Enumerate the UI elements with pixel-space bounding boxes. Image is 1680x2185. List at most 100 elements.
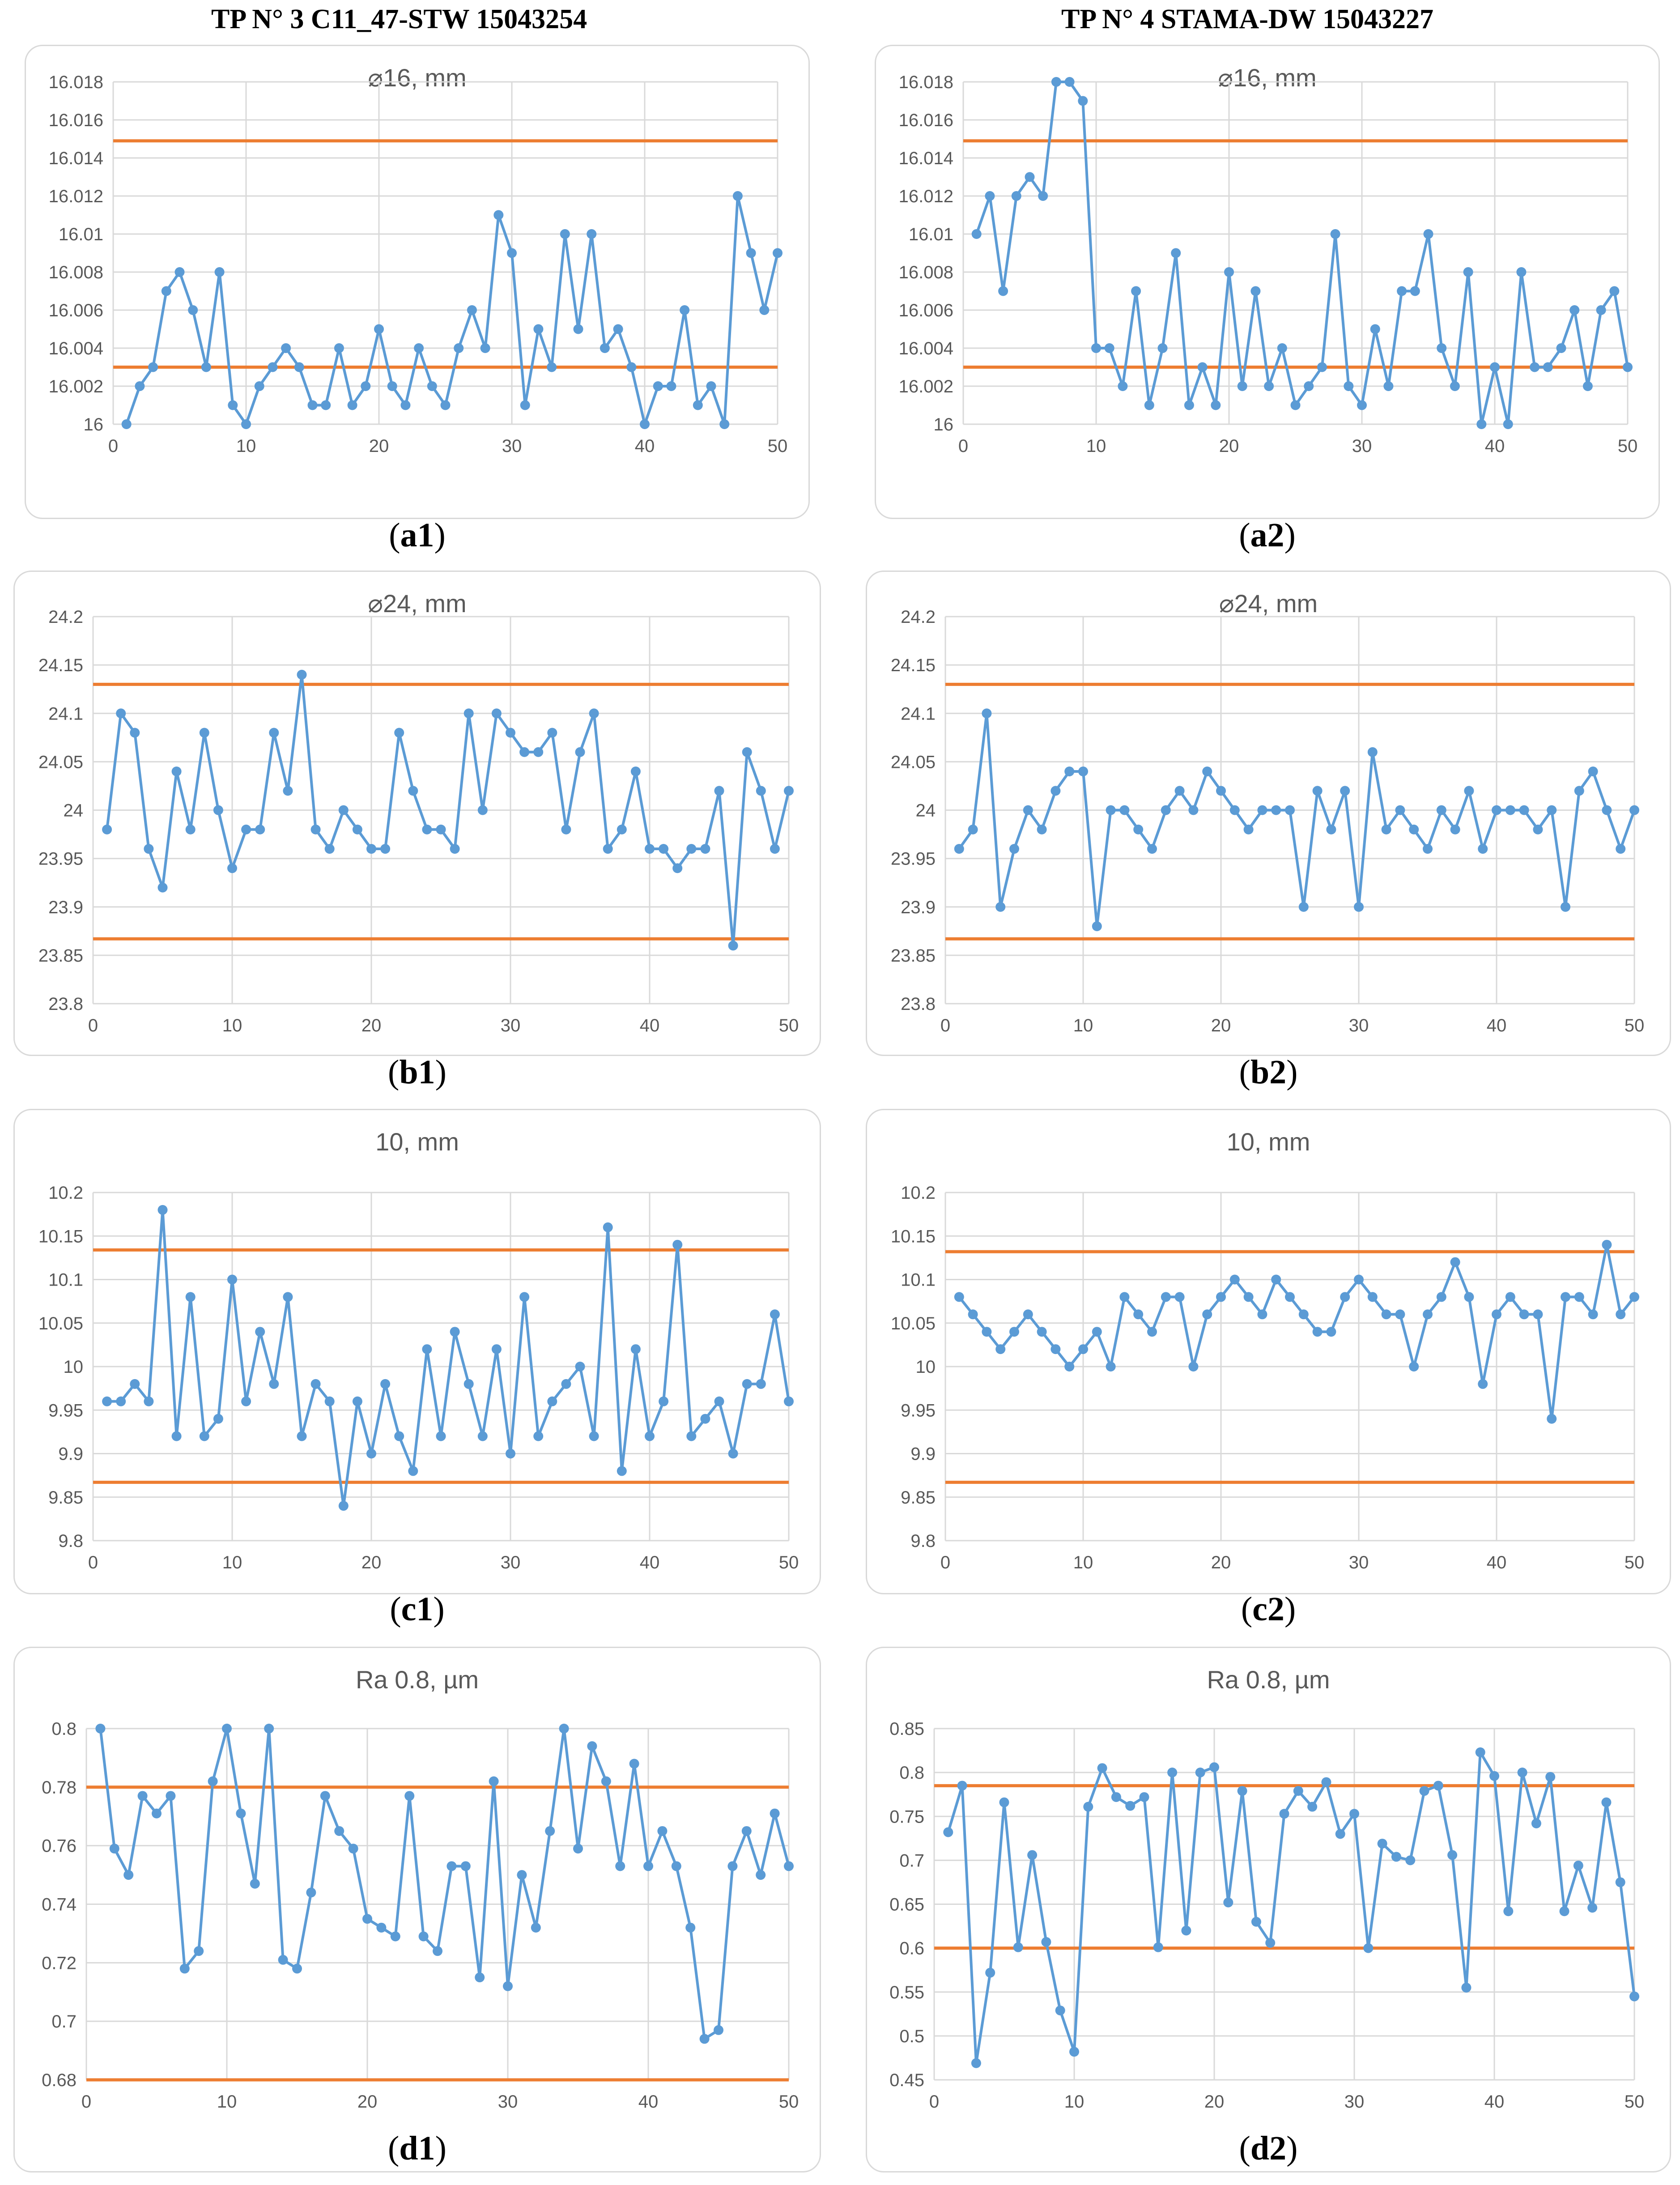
data-point: [1064, 767, 1075, 776]
data-point: [352, 824, 362, 835]
caption-number: 1: [418, 2130, 435, 2167]
y-tick-label: 9.85: [48, 1488, 83, 1508]
y-tick-label: 16.016: [899, 111, 953, 130]
data-point: [185, 824, 196, 835]
data-point: [1298, 1309, 1309, 1320]
data-point: [742, 747, 752, 757]
y-tick-label: 0.65: [889, 1895, 924, 1915]
data-point: [320, 1791, 330, 1801]
data-point: [321, 400, 331, 410]
y-tick-label: 24.05: [38, 752, 83, 772]
y-tick-label: 23.85: [38, 946, 83, 966]
x-tick-label: 0: [940, 1553, 950, 1572]
data-point: [1478, 844, 1488, 854]
series-line: [107, 1208, 790, 1508]
data-point: [506, 1448, 515, 1459]
data-point: [174, 267, 185, 277]
data-point: [1118, 381, 1128, 391]
data-point: [1354, 902, 1364, 912]
data-point: [408, 1466, 418, 1476]
data-point: [376, 1922, 387, 1933]
y-tick-label: 16: [84, 415, 104, 434]
x-tick-label: 50: [1625, 1016, 1645, 1035]
x-tick-label: 40: [635, 436, 655, 456]
x-tick-label: 10: [217, 2092, 237, 2112]
x-tick-label: 40: [1487, 1016, 1507, 1035]
x-tick-label: 30: [501, 1016, 521, 1035]
y-tick-label: 10.15: [891, 1227, 936, 1246]
data-point: [348, 1844, 358, 1854]
data-point: [1051, 786, 1061, 796]
chart-panel-c2: 10, mm 9.8 9.85 9.9 9.95 10 10.05 10.1 10.15 10.2…: [866, 1109, 1671, 1594]
data-point: [1111, 1792, 1121, 1802]
data-point: [1131, 286, 1141, 296]
x-tick-label: 0: [940, 1016, 950, 1035]
y-tick-label: 24.2: [48, 607, 83, 627]
data-point: [121, 419, 132, 429]
data-point: [1381, 824, 1391, 835]
data-point: [255, 824, 265, 835]
data-point: [1092, 921, 1102, 931]
data-point: [1125, 1801, 1136, 1811]
data-point: [394, 1431, 404, 1441]
y-tick-label: 0.76: [42, 1836, 77, 1856]
data-point: [1505, 805, 1515, 815]
panel-caption: (d1): [388, 2130, 447, 2167]
data-point: [770, 844, 780, 854]
data-point: [1271, 1274, 1281, 1285]
data-point: [1437, 343, 1447, 353]
x-tick-label: 0: [958, 436, 968, 456]
caption-number: 2: [1267, 516, 1284, 554]
data-point: [1216, 1292, 1226, 1302]
data-point: [741, 1826, 752, 1836]
data-point: [1285, 1292, 1295, 1302]
data-point: [152, 1808, 162, 1819]
panel-caption: (a2): [1239, 516, 1296, 554]
data-point: [491, 1344, 502, 1354]
data-point: [400, 400, 411, 410]
data-point: [283, 1292, 293, 1302]
data-point: [422, 824, 432, 835]
data-point: [1119, 805, 1130, 815]
data-point: [1197, 362, 1208, 372]
data-point: [1290, 400, 1301, 410]
data-point: [693, 400, 703, 410]
data-point: [659, 844, 669, 854]
data-point: [1516, 267, 1527, 277]
x-tick-label: 40: [640, 1016, 660, 1035]
data-point: [450, 1327, 460, 1337]
data-point: [727, 1861, 738, 1871]
data-point: [714, 2025, 723, 2035]
y-tick-label: 0.55: [889, 1983, 924, 2002]
data-point: [1025, 172, 1035, 182]
data-point: [123, 1870, 134, 1880]
data-point: [477, 1431, 488, 1441]
data-point: [222, 1724, 232, 1734]
x-tick-label: 10: [236, 436, 256, 456]
data-point: [213, 805, 223, 815]
data-point: [148, 362, 158, 372]
data-point: [324, 1396, 335, 1406]
data-point: [714, 786, 724, 796]
chart-svg: 9.8 9.85 9.9 9.95 10 10.05 10.1 10.15 10.2 0 10 20 3…: [891, 1183, 1644, 1572]
data-point: [545, 1826, 555, 1836]
y-tick-label: 23.85: [891, 946, 936, 966]
column-header-left: TP N° 3 C11_47-STW 15043254: [211, 4, 587, 34]
y-tick-label: 16.004: [899, 339, 953, 358]
chart-panel-a1: ⌀16, mm 16 16.002 16.004 16.006 16.008 16.01 16…: [25, 45, 810, 519]
data-point: [269, 1379, 279, 1389]
data-point: [447, 1861, 457, 1871]
data-point: [297, 669, 307, 680]
y-tick-label: 9.85: [901, 1488, 936, 1508]
data-point: [394, 728, 404, 738]
y-tick-label: 10.1: [48, 1270, 83, 1290]
data-point: [1064, 77, 1075, 87]
data-point: [255, 1327, 265, 1337]
data-point: [166, 1791, 176, 1801]
data-point: [1582, 381, 1593, 391]
data-point: [179, 1964, 190, 1974]
data-point: [995, 1344, 1006, 1354]
data-point: [464, 708, 474, 719]
y-tick-label: 16.01: [59, 225, 103, 244]
chart-title: ⌀24, mm: [368, 589, 467, 618]
